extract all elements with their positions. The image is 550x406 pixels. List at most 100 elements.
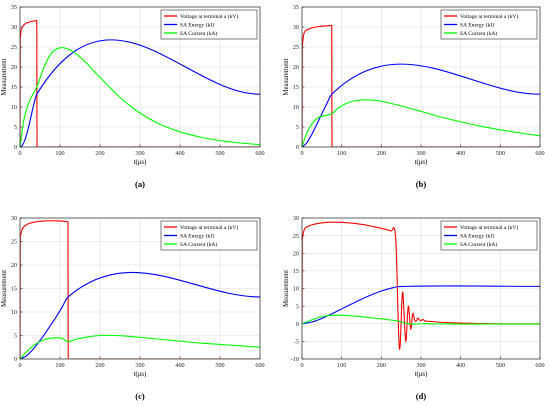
series-line-energy — [20, 271, 260, 359]
axes-frame — [301, 6, 541, 148]
panel-label: (a) — [135, 179, 145, 189]
panel-label: (c) — [135, 391, 145, 401]
y-tick-label: 10 — [293, 104, 299, 111]
chart-panel: 0 100 200 300 400 500 600 0 5 10 15 20 25 30 35 t(μs) Me… — [283, 4, 545, 189]
x-tick-label: 500 — [215, 150, 224, 157]
y-axis-label: Measurement — [1, 270, 8, 307]
x-tick-label: 0 — [300, 150, 303, 157]
series-group — [20, 20, 260, 147]
panel-label: (b) — [416, 179, 427, 189]
y-tick-label: 20 — [11, 262, 17, 269]
x-tick-label: 300 — [135, 150, 144, 157]
x-axis-label: t(μs) — [415, 371, 428, 378]
x-tick-label: 100 — [337, 362, 346, 369]
legend-entry: Voltage at terminal a (kV) — [180, 13, 238, 20]
x-axis-label: t(μs) — [134, 371, 147, 378]
x-axis-label: t(μs) — [415, 159, 428, 166]
legend-entry: SA Energy (kJ) — [180, 233, 215, 240]
x-tick-label: 400 — [456, 150, 465, 157]
x-tick-label: 400 — [456, 362, 465, 369]
legend: Voltage at terminal a (kV) SA Energy (kJ)… — [160, 220, 258, 251]
legend-entry: SA Current (kA) — [460, 241, 497, 248]
series-line-current — [302, 99, 540, 147]
legend-entry: SA Current (kA) — [460, 30, 497, 37]
x-tick-label: 100 — [55, 150, 64, 157]
y-tick-label: 5 — [296, 303, 299, 310]
x-tick-label: 400 — [175, 150, 184, 157]
legend: Voltage at terminal a (kV) SA Energy (kJ)… — [440, 9, 538, 40]
y-tick-label: 0 — [296, 144, 299, 151]
series-line-current — [302, 314, 540, 325]
legend-entry: Voltage at terminal a (kV) — [460, 224, 518, 231]
x-tick-label: 600 — [535, 150, 544, 157]
y-tick-label: 20 — [11, 64, 17, 71]
chart-panel: 0 100 200 300 400 500 600 0 5 10 15 20 25 30 t(μs) Meas… — [1, 215, 265, 401]
y-tick-label: 0 — [14, 356, 17, 363]
y-tick-label: 25 — [11, 239, 17, 246]
legend-entry: SA Energy (kJ) — [460, 22, 495, 29]
legend: Voltage at terminal a (kV) SA Energy (kJ)… — [160, 9, 258, 40]
y-tick-label: 5 — [14, 333, 17, 340]
x-tick-label: 0 — [300, 362, 303, 369]
legend-entry: SA Current (kA) — [180, 241, 217, 248]
series-line-energy — [302, 285, 540, 325]
y-axis-label: Measurement — [1, 58, 8, 95]
y-tick-label: 30 — [293, 215, 299, 222]
chart-panel: 0 100 200 300 400 500 600 -10 -5 0 5 10 15 20 25 30 t(μs… — [283, 215, 545, 401]
x-tick-label: 100 — [55, 362, 64, 369]
y-tick-label: 0 — [296, 321, 299, 328]
y-axis-label: Measurement — [283, 58, 290, 95]
x-tick-label: 500 — [496, 150, 505, 157]
y-tick-label: 10 — [11, 104, 17, 111]
legend-entry: SA Energy (kJ) — [460, 233, 495, 240]
x-tick-label: 500 — [496, 362, 505, 369]
x-tick-label: 400 — [175, 362, 184, 369]
x-tick-label: 0 — [18, 150, 21, 157]
y-axis-label: Measurement — [283, 270, 290, 307]
series-line-voltage — [20, 220, 260, 359]
series-line-current — [20, 47, 260, 147]
x-tick-label: 300 — [135, 362, 144, 369]
series-line-voltage — [302, 221, 540, 350]
x-axis-label: t(μs) — [134, 159, 147, 166]
axes-frame — [19, 6, 261, 148]
x-tick-label: 500 — [215, 362, 224, 369]
y-tick-label: 30 — [11, 215, 17, 222]
x-tick-label: 600 — [255, 362, 264, 369]
axes-frame — [19, 217, 261, 360]
y-tick-label: 25 — [11, 44, 17, 51]
y-tick-label: 10 — [11, 309, 17, 316]
series-group — [302, 24, 540, 147]
y-tick-label: 35 — [293, 4, 299, 11]
y-tick-label: 5 — [14, 124, 17, 131]
x-tick-label: 200 — [95, 150, 104, 157]
y-tick-label: 20 — [293, 250, 299, 257]
y-tick-label: 10 — [293, 286, 299, 293]
series-line-energy — [302, 63, 540, 147]
series-group — [302, 221, 540, 350]
axes-frame — [301, 217, 541, 360]
y-tick-label: 35 — [11, 4, 17, 11]
chart-panel: 0 100 200 300 400 500 600 0 5 10 15 20 25 30 35 t(μs) Me… — [1, 4, 265, 189]
series-line-voltage — [20, 20, 260, 147]
legend: Voltage at terminal a (kV) SA Energy (kJ)… — [440, 220, 538, 251]
y-tick-label: 30 — [293, 24, 299, 31]
y-tick-label: 15 — [11, 286, 17, 293]
y-tick-label: 30 — [11, 24, 17, 31]
x-tick-label: 0 — [18, 362, 21, 369]
legend-entry: Voltage at terminal a (kV) — [180, 224, 238, 231]
legend-entry: SA Energy (kJ) — [180, 22, 215, 29]
y-tick-label: 25 — [293, 44, 299, 51]
y-tick-label: 0 — [14, 144, 17, 151]
series-line-current — [20, 334, 260, 359]
series-line-voltage — [302, 24, 540, 147]
series-group — [20, 220, 260, 359]
y-tick-label: 15 — [11, 84, 17, 91]
legend-entry: Voltage at terminal a (kV) — [460, 13, 518, 20]
x-tick-label: 600 — [255, 150, 264, 157]
legend-entry: SA Current (kA) — [180, 30, 217, 37]
x-tick-label: 300 — [416, 150, 425, 157]
x-tick-label: 100 — [337, 150, 346, 157]
y-tick-label: 20 — [293, 64, 299, 71]
y-tick-label: 5 — [296, 124, 299, 131]
